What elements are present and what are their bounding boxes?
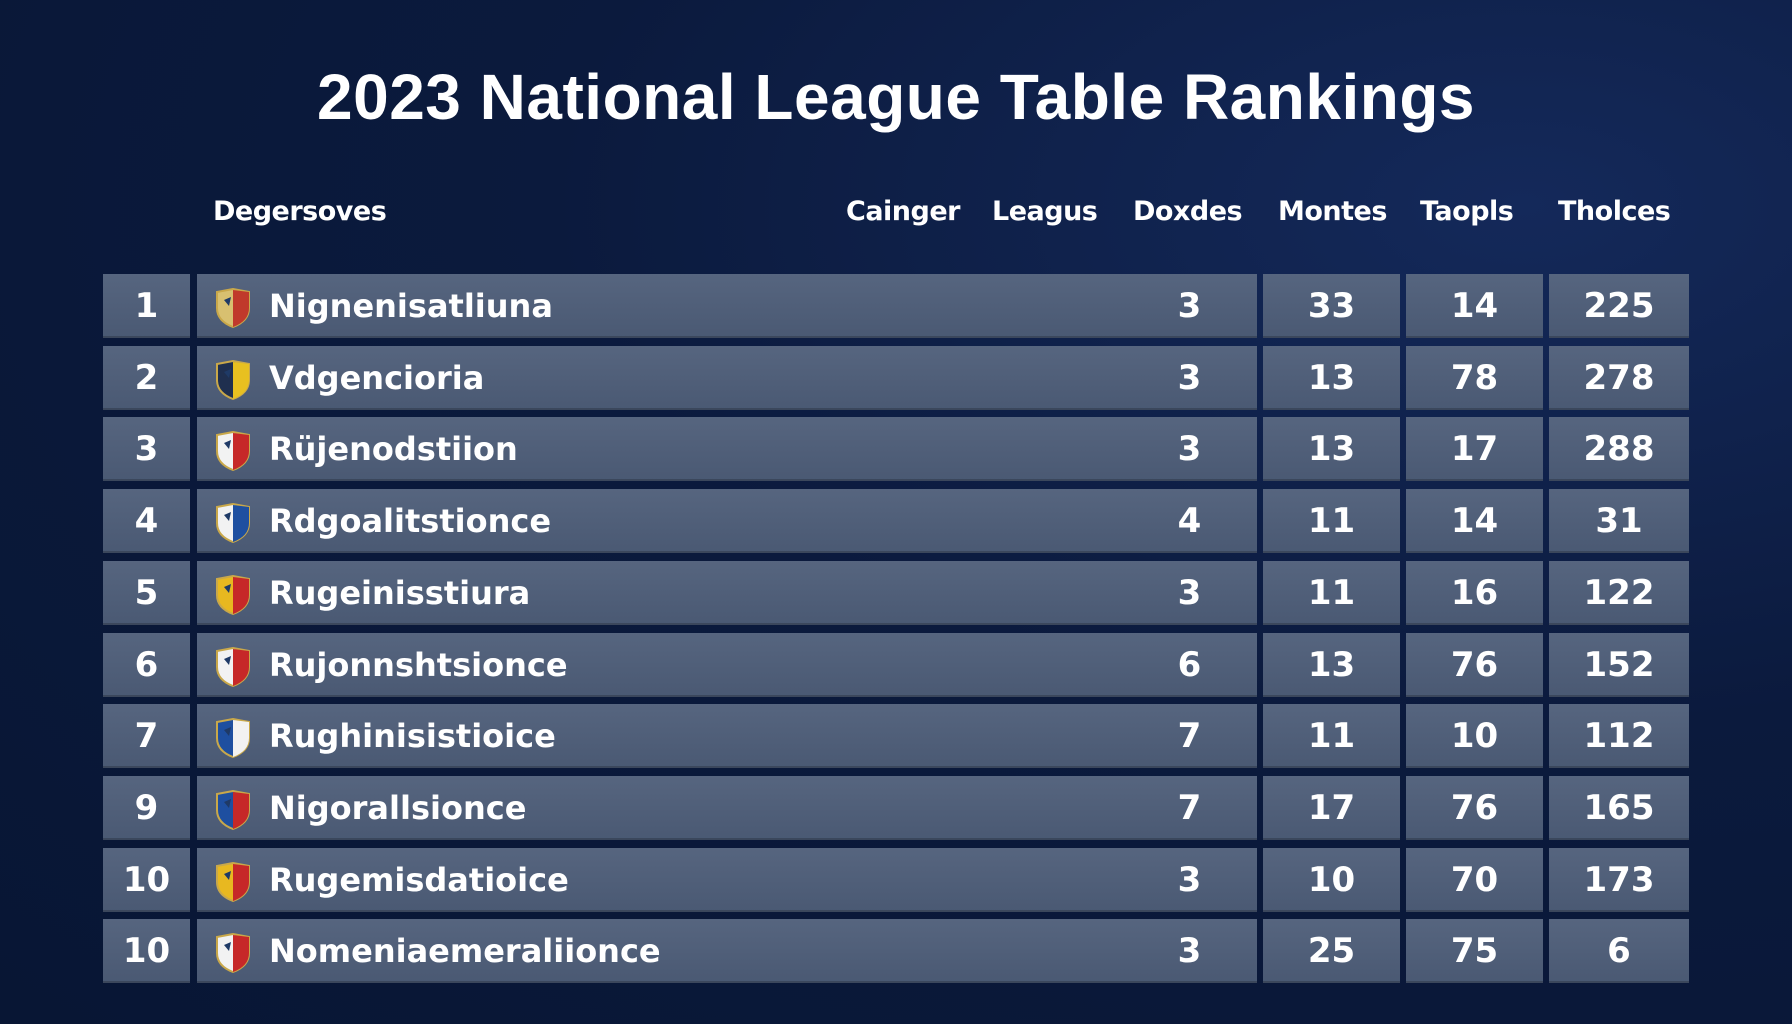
stat-cell: 70 <box>1406 847 1543 912</box>
team-name: Rujonnshtsionce <box>269 645 568 684</box>
team-cell: Rughinisistioice 3 <box>197 704 1218 769</box>
team-cell: Nomeniaemeraliionce 3 <box>197 919 1218 984</box>
stat-cell: 13 <box>1263 345 1400 410</box>
team-name: Rdgoalitstionce <box>269 502 552 541</box>
stat-cell: 11 <box>1263 704 1400 769</box>
table-row[interactable]: 2 Vdgencioria 5 3 13 78 278 <box>103 345 1689 410</box>
stat-cell: 25 <box>1263 919 1400 984</box>
stat-cell: 3 <box>1122 274 1257 338</box>
stat-cell: 11 <box>1263 560 1400 625</box>
stat-cell: 11 <box>1263 489 1400 554</box>
stat-cell: 7 <box>1122 704 1257 769</box>
team-crest-icon <box>216 503 250 544</box>
stat-cell: 3 <box>1122 560 1257 625</box>
rank-cell: 6 <box>103 632 190 697</box>
team-crest-icon <box>216 359 250 400</box>
stat-cell: 76 <box>1406 632 1543 697</box>
stat-cell: 4 <box>1122 489 1257 554</box>
total-cell: 278 <box>1549 345 1689 410</box>
team-crest-icon <box>216 574 250 615</box>
team-cell: Rugemisdatioice 3 <box>197 847 1218 912</box>
stat-cell: 16 <box>1406 560 1543 625</box>
stat-cell: 3 <box>1122 417 1257 482</box>
column-header-6: Tholces <box>1558 196 1671 227</box>
team-crest-icon <box>216 431 250 472</box>
stat-cell: 17 <box>1263 775 1400 840</box>
stat-cell: 13 <box>1263 632 1400 697</box>
column-header-3: Doxdes <box>1133 196 1243 227</box>
total-cell: 152 <box>1549 632 1689 697</box>
stat-cell: 3 <box>1122 847 1257 912</box>
rank-cell: 1 <box>103 274 190 338</box>
rank-cell: 7 <box>103 704 190 769</box>
table-row[interactable]: 7 Rughinisistioice 3 7 11 10 112 <box>103 704 1689 769</box>
stat-cell: 33 <box>1263 274 1400 338</box>
team-cell: Rüjenodstiion 3 <box>197 417 1218 482</box>
column-header-team: Degersoves <box>213 196 387 227</box>
team-crest-icon <box>216 646 250 687</box>
table-row[interactable]: 10 Rugemisdatioice 3 3 10 70 173 <box>103 847 1689 912</box>
team-name: Rughinisistioice <box>269 717 556 756</box>
total-cell: 173 <box>1549 847 1689 912</box>
stat-cell: 6 <box>1122 632 1257 697</box>
total-cell: 225 <box>1549 274 1689 338</box>
stat-cell: 10 <box>1263 847 1400 912</box>
rank-cell: 10 <box>103 847 190 912</box>
team-name: Rugeinisstiura <box>269 573 531 612</box>
team-name: Vdgencioria <box>269 358 485 397</box>
total-cell: 31 <box>1549 489 1689 554</box>
stat-cell: 75 <box>1406 919 1543 984</box>
column-header-1: Cainger <box>846 196 960 227</box>
total-cell: 122 <box>1549 560 1689 625</box>
team-cell: Rugeinisstiura 3 <box>197 560 1218 625</box>
column-header-4: Montes <box>1278 196 1387 227</box>
table-row[interactable]: 9 Nigorallsionce 3 7 17 76 165 <box>103 775 1689 840</box>
team-cell: Rujonnshtsionce 3 <box>197 632 1218 697</box>
stat-cell: 10 <box>1406 704 1543 769</box>
team-name: Nomeniaemeraliionce <box>269 932 661 971</box>
stat-cell: 7 <box>1122 775 1257 840</box>
team-name: Nigorallsionce <box>269 788 527 827</box>
team-cell: Vdgencioria 5 <box>197 345 1218 410</box>
table-row[interactable]: 6 Rujonnshtsionce 3 6 13 76 152 <box>103 632 1689 697</box>
team-cell: Rdgoalitstionce 5 <box>197 489 1218 554</box>
stat-cell: 3 <box>1122 345 1257 410</box>
team-crest-icon <box>216 933 250 974</box>
stat-cell: 14 <box>1406 489 1543 554</box>
column-header-2: Leagus <box>992 196 1098 227</box>
total-cell: 165 <box>1549 775 1689 840</box>
rank-cell: 4 <box>103 489 190 554</box>
team-crest-icon <box>216 789 250 830</box>
team-name: Rugemisdatioice <box>269 860 569 899</box>
team-crest-icon <box>216 288 250 328</box>
rank-cell: 9 <box>103 775 190 840</box>
team-cell: Nignenisatliuna 5 <box>197 274 1218 338</box>
column-header-5: Taopls <box>1420 196 1514 227</box>
page-title: 2023 National League Table Rankings <box>317 61 1475 133</box>
stat-cell: 76 <box>1406 775 1543 840</box>
team-cell: Nigorallsionce 3 <box>197 775 1218 840</box>
table-row[interactable]: 10 Nomeniaemeraliionce 3 3 25 75 6 <box>103 919 1689 984</box>
rank-cell: 3 <box>103 417 190 482</box>
table-row[interactable]: 4 Rdgoalitstionce 5 4 11 14 31 <box>103 489 1689 554</box>
team-crest-icon <box>216 861 250 902</box>
team-name: Rüjenodstiion <box>269 430 518 469</box>
rank-cell: 2 <box>103 345 190 410</box>
stat-cell: 13 <box>1263 417 1400 482</box>
rank-cell: 10 <box>103 919 190 984</box>
total-cell: 288 <box>1549 417 1689 482</box>
stat-cell: 3 <box>1122 919 1257 984</box>
team-name: Nignenisatliuna <box>269 287 553 325</box>
team-crest-icon <box>216 718 250 759</box>
table-row[interactable]: 1 Nignenisatliuna 5 3 33 14 225 <box>103 274 1689 338</box>
total-cell: 112 <box>1549 704 1689 769</box>
stat-cell: 14 <box>1406 274 1543 338</box>
table-row[interactable]: 3 Rüjenodstiion 3 3 13 17 288 <box>103 417 1689 482</box>
total-cell: 6 <box>1549 919 1689 984</box>
rank-cell: 5 <box>103 560 190 625</box>
stat-cell: 78 <box>1406 345 1543 410</box>
table-row[interactable]: 5 Rugeinisstiura 3 3 11 16 122 <box>103 560 1689 625</box>
stat-cell: 17 <box>1406 417 1543 482</box>
